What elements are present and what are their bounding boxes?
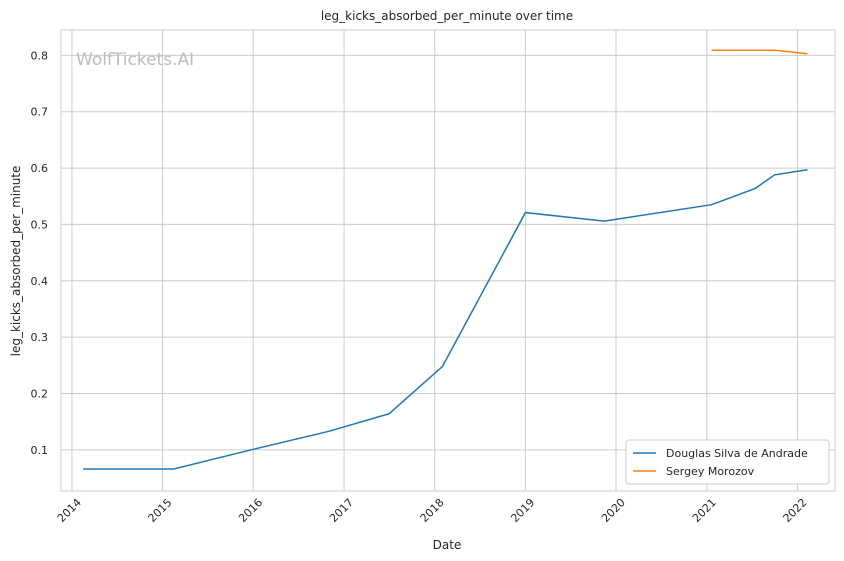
y-axis-title: leg_kicks_absorbed_per_minute <box>9 166 23 357</box>
watermark: WolfTickets.AI <box>76 50 194 70</box>
y-tick-label: 0.4 <box>31 275 49 288</box>
chart-title: leg_kicks_absorbed_per_minute over time <box>321 9 573 23</box>
legend: Douglas Silva de Andrade Sergey Morozov <box>625 439 830 485</box>
y-tick-label: 0.8 <box>31 49 49 62</box>
y-tick-label: 0.6 <box>31 162 49 175</box>
series-lines <box>83 49 808 470</box>
legend-box <box>625 439 830 485</box>
series-line-1 <box>711 49 808 55</box>
y-tick-label: 0.2 <box>31 388 49 401</box>
y-tick-label: 0.3 <box>31 331 49 344</box>
series-line-0 <box>83 169 808 470</box>
y-tick-labels: 0.1 0.2 0.3 0.4 0.5 0.6 0.7 0.8 <box>31 49 49 456</box>
legend-label-morozov: Sergey Morozov <box>666 465 755 478</box>
y-tick-label: 0.5 <box>31 218 49 231</box>
legend-label-douglas: Douglas Silva de Andrade <box>666 447 808 460</box>
plot-frame <box>60 29 836 492</box>
y-tick-label: 0.7 <box>31 106 49 119</box>
x-axis-title: Date <box>433 538 462 552</box>
y-tick-label: 0.1 <box>31 444 49 457</box>
